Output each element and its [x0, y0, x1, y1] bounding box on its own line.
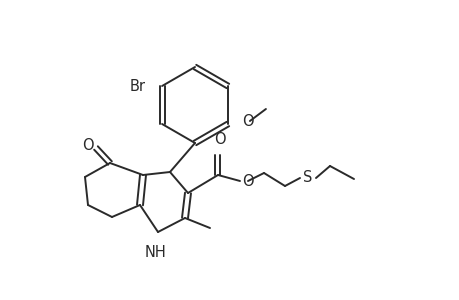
Text: O: O: [82, 139, 94, 154]
Text: S: S: [302, 170, 312, 185]
Text: O: O: [241, 113, 253, 128]
Text: O: O: [214, 132, 225, 147]
Text: NH: NH: [145, 245, 167, 260]
Text: O: O: [241, 175, 253, 190]
Text: Br: Br: [130, 79, 146, 94]
